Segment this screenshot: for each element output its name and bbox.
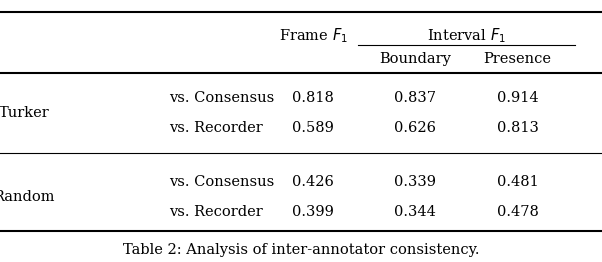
Text: Turker: Turker xyxy=(0,106,49,120)
Text: vs. Consensus: vs. Consensus xyxy=(169,175,274,189)
Text: 0.339: 0.339 xyxy=(394,175,436,189)
Text: Frame $F_1$: Frame $F_1$ xyxy=(279,26,347,45)
Text: 0.589: 0.589 xyxy=(292,121,334,135)
Text: 0.399: 0.399 xyxy=(292,205,334,219)
Text: Random: Random xyxy=(0,190,55,204)
Text: 0.426: 0.426 xyxy=(292,175,334,189)
Text: vs. Consensus: vs. Consensus xyxy=(169,91,274,105)
Text: Interval $F_1$: Interval $F_1$ xyxy=(427,26,506,45)
Text: 0.813: 0.813 xyxy=(497,121,539,135)
Text: 0.626: 0.626 xyxy=(394,121,436,135)
Text: Boundary: Boundary xyxy=(379,52,452,66)
Text: 0.344: 0.344 xyxy=(394,205,436,219)
Text: Presence: Presence xyxy=(484,52,551,66)
Text: 0.478: 0.478 xyxy=(497,205,539,219)
Text: 0.481: 0.481 xyxy=(497,175,539,189)
Text: Table 2: Analysis of inter-annotator consistency.: Table 2: Analysis of inter-annotator con… xyxy=(123,243,479,257)
Text: vs. Recorder: vs. Recorder xyxy=(169,121,262,135)
Text: 0.914: 0.914 xyxy=(497,91,539,105)
Text: vs. Recorder: vs. Recorder xyxy=(169,205,262,219)
Text: 0.818: 0.818 xyxy=(292,91,334,105)
Text: 0.837: 0.837 xyxy=(394,91,436,105)
